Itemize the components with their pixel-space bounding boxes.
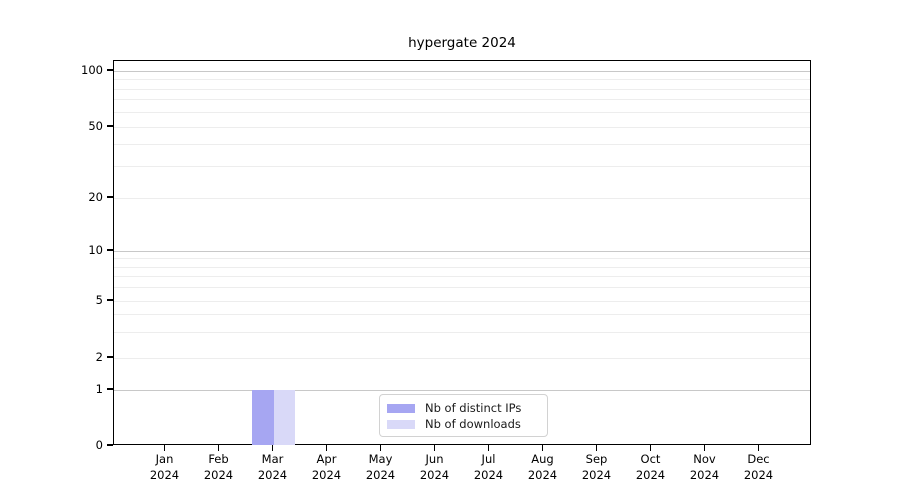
x-tick-year: 2024 — [527, 467, 558, 482]
gridline-major — [114, 389, 810, 391]
gridline-minor — [114, 314, 810, 316]
legend-swatch-distinct-ips — [387, 403, 415, 413]
y-tick-label: 1 — [95, 382, 103, 396]
y-tick-mark — [107, 125, 113, 127]
y-tick-mark — [107, 388, 113, 390]
legend: Nb of distinct IPs Nb of downloads — [379, 394, 548, 437]
x-tick-mark — [541, 445, 544, 451]
x-tick-year: 2024 — [203, 467, 234, 482]
y-tick-mark — [107, 196, 113, 198]
x-tick-mark — [487, 445, 490, 451]
x-tick-mark — [217, 445, 220, 451]
gridline-minor — [114, 197, 810, 199]
x-tick-label: Nov 2024 — [673, 452, 737, 483]
x-tick-year: 2024 — [365, 467, 396, 482]
x-tick-year: 2024 — [743, 467, 774, 482]
gridline-minor — [114, 99, 810, 101]
gridline-minor — [114, 88, 810, 90]
gridline-minor — [114, 300, 810, 302]
bar-nb-of-distinct-ips — [252, 390, 274, 445]
x-tick-year: 2024 — [149, 467, 180, 482]
legend-item-distinct-ips: Nb of distinct IPs — [387, 401, 539, 415]
y-tick-mark — [107, 356, 113, 358]
y-tick-label: 2 — [95, 350, 103, 364]
x-tick-label: Jul 2024 — [457, 452, 521, 483]
gridline-minor — [114, 111, 810, 113]
gridline-minor — [114, 266, 810, 268]
gridline-minor — [114, 287, 810, 289]
gridline-minor — [114, 143, 810, 145]
x-tick-label: Aug 2024 — [511, 452, 575, 483]
x-tick-label: May 2024 — [349, 452, 413, 483]
legend-label-distinct-ips: Nb of distinct IPs — [425, 401, 522, 415]
plot-area: Nb of distinct IPs Nb of downloads — [113, 60, 811, 445]
x-tick-label: Apr 2024 — [295, 452, 359, 483]
y-tick-label: 20 — [88, 190, 103, 204]
bar-nb-of-downloads — [273, 390, 295, 445]
x-tick-mark — [163, 445, 166, 451]
x-tick-label: Mar 2024 — [241, 452, 305, 483]
y-tick-label: 5 — [95, 293, 103, 307]
x-tick-year: 2024 — [419, 467, 450, 482]
x-tick-mark — [649, 445, 652, 451]
x-tick-mark — [325, 445, 328, 451]
x-tick-label: Dec 2024 — [727, 452, 791, 483]
legend-swatch-downloads — [387, 419, 415, 429]
gridline-minor — [114, 79, 810, 80]
x-tick-year: 2024 — [311, 467, 342, 482]
y-tick-mark — [107, 444, 113, 446]
gridline-major — [114, 250, 810, 252]
x-tick-mark — [703, 445, 706, 451]
y-tick-mark — [107, 69, 113, 71]
gridline-minor — [114, 126, 810, 128]
x-tick-year: 2024 — [581, 467, 612, 482]
x-tick-mark — [757, 445, 760, 451]
x-tick-year: 2024 — [473, 467, 504, 482]
y-tick-mark — [107, 299, 113, 301]
chart-title: hypergate 2024 — [408, 35, 516, 51]
x-tick-mark — [379, 445, 382, 451]
x-tick-year: 2024 — [689, 467, 720, 482]
y-tick-label: 50 — [88, 119, 103, 133]
x-tick-label: Oct 2024 — [619, 452, 683, 483]
x-tick-year: 2024 — [257, 467, 288, 482]
gridline-minor — [114, 357, 810, 359]
y-tick-label: 0 — [95, 438, 103, 452]
gridline-minor — [114, 276, 810, 278]
y-tick-label: 10 — [88, 243, 103, 257]
legend-item-downloads: Nb of downloads — [387, 417, 539, 431]
y-tick-mark — [107, 249, 113, 251]
gridline-minor — [114, 166, 810, 168]
gridline-minor — [114, 332, 810, 334]
y-tick-label: 100 — [81, 63, 103, 77]
x-tick-label: Jun 2024 — [403, 452, 467, 483]
x-tick-mark — [433, 445, 436, 451]
legend-label-downloads: Nb of downloads — [425, 417, 521, 431]
x-tick-label: Jan 2024 — [133, 452, 197, 483]
x-tick-label: Sep 2024 — [565, 452, 629, 483]
x-tick-year: 2024 — [635, 467, 666, 482]
x-tick-label: Feb 2024 — [187, 452, 251, 483]
x-tick-mark — [271, 445, 274, 451]
gridline-minor — [114, 258, 810, 260]
x-tick-mark — [595, 445, 598, 451]
gridline-major — [114, 70, 810, 72]
